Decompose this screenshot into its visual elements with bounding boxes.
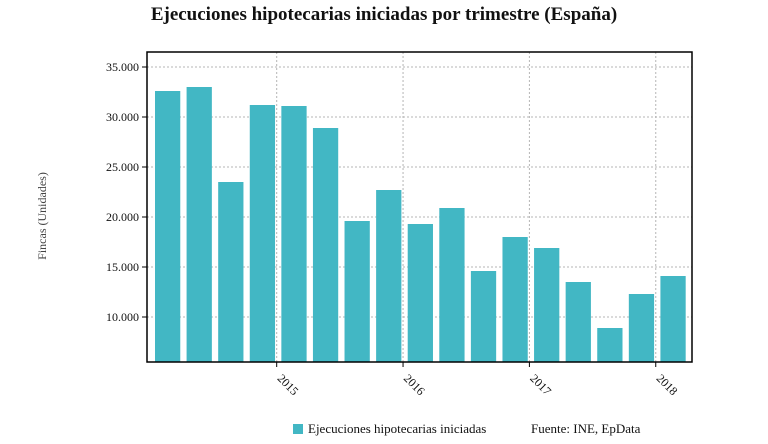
bar-2016-T1 xyxy=(407,224,433,362)
x-tick-label: 2016 xyxy=(401,371,428,398)
bar-2017-T2 xyxy=(565,282,591,362)
bar-2016-T2 xyxy=(439,208,465,362)
bar-2016-T4 xyxy=(502,237,528,362)
bar-2018-T1 xyxy=(660,276,686,362)
source-note: Fuente: INE, EpData xyxy=(531,421,641,436)
y-tick-label: 25.000 xyxy=(106,160,139,174)
y-axis-label: Fincas (Unidades) xyxy=(35,172,49,260)
x-tick-label: 2017 xyxy=(527,371,554,398)
bar-2015-T3 xyxy=(344,221,370,362)
bar-2014-T4 xyxy=(249,105,276,362)
bar-2014-T3 xyxy=(218,182,244,362)
bar-2017-T4 xyxy=(628,294,655,362)
y-tick-label: 20.000 xyxy=(106,210,139,224)
bar-2017-T3 xyxy=(597,328,623,362)
y-tick-label: 30.000 xyxy=(106,110,139,124)
bar-2014-T1 xyxy=(155,91,181,362)
x-tick-label: 2018 xyxy=(654,371,681,398)
plot-frame xyxy=(146,51,693,363)
y-tick-label: 10.000 xyxy=(106,310,139,324)
bar-2015-T1 xyxy=(281,106,307,362)
x-tick-label: 2015 xyxy=(275,371,302,398)
bar-2016-T3 xyxy=(470,271,497,362)
bar-series xyxy=(155,87,686,362)
chart-title: Ejecuciones hipotecarias iniciadas por t… xyxy=(150,4,618,25)
x-axis: 2015 2016 2017 2018 xyxy=(275,362,681,398)
y-axis: 10.000 15.000 20.000 25.000 30.000 35.000 xyxy=(106,60,147,324)
y-tick-label: 35.000 xyxy=(106,60,139,74)
bar-2014-T2 xyxy=(186,87,212,362)
y-tick-label: 15.000 xyxy=(106,260,139,274)
bar-2015-T4 xyxy=(376,190,402,362)
bar-2015-T2 xyxy=(312,128,339,362)
bar-2017-T1 xyxy=(534,248,560,362)
legend: Ejecuciones hipotecarias iniciadas xyxy=(293,421,486,437)
legend-label: Ejecuciones hipotecarias iniciadas xyxy=(308,421,487,436)
legend-swatch xyxy=(293,424,303,434)
